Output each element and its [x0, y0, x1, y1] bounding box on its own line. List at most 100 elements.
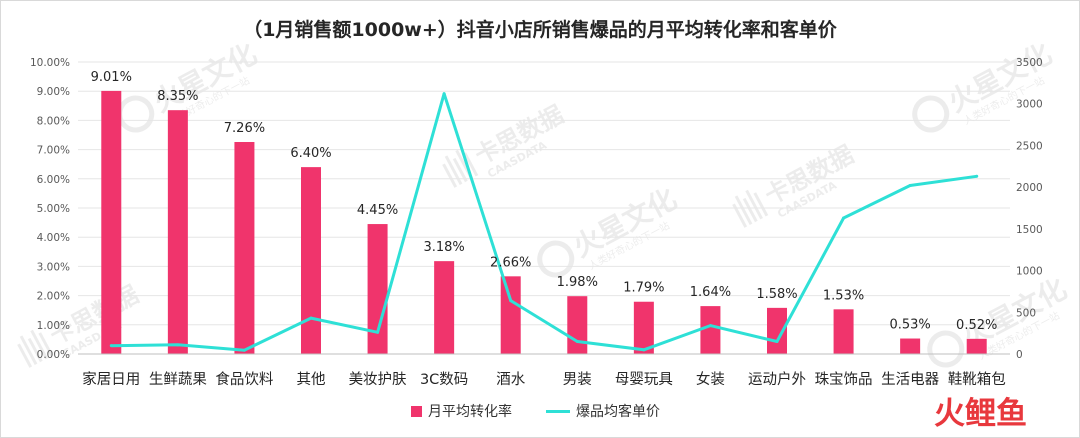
y-right-tick-label: 1500 — [1016, 224, 1043, 236]
y-right-tick-label: 2500 — [1016, 140, 1043, 152]
bar — [700, 306, 721, 354]
line-point — [775, 339, 779, 343]
bar-data-label: 1.58% — [756, 287, 797, 302]
watermark-bars-icon — [745, 189, 763, 220]
bar — [301, 167, 321, 354]
y-right-tick-label: 1000 — [1016, 266, 1043, 278]
watermark-logo-icon — [537, 240, 575, 278]
x-tick-label: 母婴玩具 — [615, 372, 673, 388]
bar — [900, 338, 921, 354]
bar-data-label: 1.98% — [557, 275, 598, 290]
bar — [767, 307, 787, 354]
bar — [966, 338, 987, 354]
brand-logo: 火鲤鱼 — [934, 396, 1027, 432]
watermark-bars-icon — [732, 203, 748, 228]
y-left-tick-label: 7.00% — [37, 145, 70, 157]
y-right-tick-label: 2000 — [1016, 182, 1043, 194]
legend-line-label: 爆品均客单价 — [576, 403, 660, 420]
bar — [633, 301, 654, 354]
y-right-tick-label: 500 — [1016, 307, 1036, 319]
line-point — [176, 343, 180, 347]
bar — [500, 276, 521, 354]
line-point — [109, 344, 113, 348]
y-left-tick-label: 8.00% — [37, 115, 70, 127]
y-left-tick-label: 10.00% — [30, 57, 70, 69]
x-tick-label: 运动户外 — [748, 371, 806, 388]
x-tick-label: 女装 — [696, 370, 725, 388]
y-left-tick-label: 3.00% — [37, 261, 70, 273]
watermark-logo-icon — [927, 330, 965, 368]
axes: 0.00% 1.00% 2.00% 3.00% 4.00% 5.00% 6.00% 7.00%… — [30, 57, 1043, 388]
bar-data-label: 0.52% — [956, 318, 997, 333]
watermark-bars-icon — [30, 329, 48, 360]
line-point — [642, 348, 646, 352]
bar — [567, 296, 588, 354]
bar-data-label: 6.40% — [290, 146, 331, 161]
line-series — [109, 92, 979, 352]
data-labels: 9.01% 8.35% 7.26% 6.40% 4.45% 3.18% 2.66% 1.98%… — [91, 70, 998, 333]
x-tick-label: 男装 — [563, 371, 592, 388]
watermark-bars-icon — [17, 343, 33, 368]
y-left-tick-label: 9.00% — [37, 86, 70, 98]
line-point — [908, 183, 912, 187]
y-right-tick-label: 3000 — [1016, 99, 1043, 111]
watermark-logo-icon — [912, 95, 950, 133]
watermark-bars-icon — [463, 152, 479, 177]
line-path — [111, 92, 977, 352]
watermark-bars-icon — [442, 163, 458, 188]
bar-data-label: 1.53% — [823, 288, 864, 303]
bar — [167, 110, 188, 355]
x-tick-label: 美妆护肤 — [349, 371, 407, 388]
y-left-tick-label: 2.00% — [37, 291, 70, 303]
y-right-tick-label: 3500 — [1016, 57, 1043, 69]
bar-data-label: 9.01% — [91, 70, 132, 85]
bar-data-label: 1.79% — [623, 281, 664, 296]
line-point — [975, 174, 979, 178]
line-point — [442, 92, 446, 96]
x-tick-label: 生鲜蔬果 — [149, 371, 207, 388]
watermark-bars-icon — [734, 195, 753, 226]
x-tick-label: 家居日用 — [82, 371, 140, 388]
bar-data-label: 1.64% — [690, 285, 731, 300]
bar — [101, 90, 122, 355]
x-tick-label: 酒水 — [496, 371, 525, 388]
x-tick-label: 珠宝饰品 — [815, 371, 873, 388]
watermark-bars-icon — [753, 192, 769, 217]
x-tick-label: 其他 — [297, 371, 326, 388]
y-left-tick-label: 5.00% — [37, 203, 70, 215]
bar — [367, 224, 388, 354]
line-point — [376, 330, 380, 334]
bar — [434, 261, 455, 354]
x-tick-label: 生活电器 — [881, 371, 939, 388]
bar-data-label: 3.18% — [423, 240, 464, 255]
brand-logo-text: 火鲤鱼 — [934, 396, 1027, 432]
bar — [833, 309, 854, 354]
bar-data-label: 0.53% — [889, 318, 930, 333]
y-right-tick-label: 0 — [1016, 349, 1023, 361]
chart-title: （1月销售额1000w+）抖音小店所销售爆品的月平均转化率和客单价 — [243, 18, 838, 41]
y-left-tick-label: 1.00% — [37, 320, 70, 332]
legend-bar-swatch — [411, 406, 422, 417]
x-tick-label: 食品饮料 — [215, 371, 273, 388]
bar-data-label: 2.66% — [490, 255, 531, 270]
bar-data-label: 8.35% — [157, 89, 198, 104]
y-left-tick-label: 4.00% — [37, 232, 70, 244]
watermark-bars-icon — [27, 337, 43, 363]
y-left-tick-label: 0.00% — [37, 349, 70, 361]
line-point — [509, 299, 513, 303]
watermark-bars-icon — [452, 157, 468, 183]
watermark-bars-icon — [19, 335, 38, 366]
watermark-logo-icon — [117, 95, 155, 133]
bar-data-label: 7.26% — [224, 121, 265, 136]
x-tick-label: 3C数码 — [420, 371, 468, 388]
line-point — [842, 216, 846, 220]
line-point — [242, 348, 246, 352]
watermark-bars-icon — [38, 332, 54, 357]
x-tick-label: 鞋靴箱包 — [948, 371, 1006, 388]
